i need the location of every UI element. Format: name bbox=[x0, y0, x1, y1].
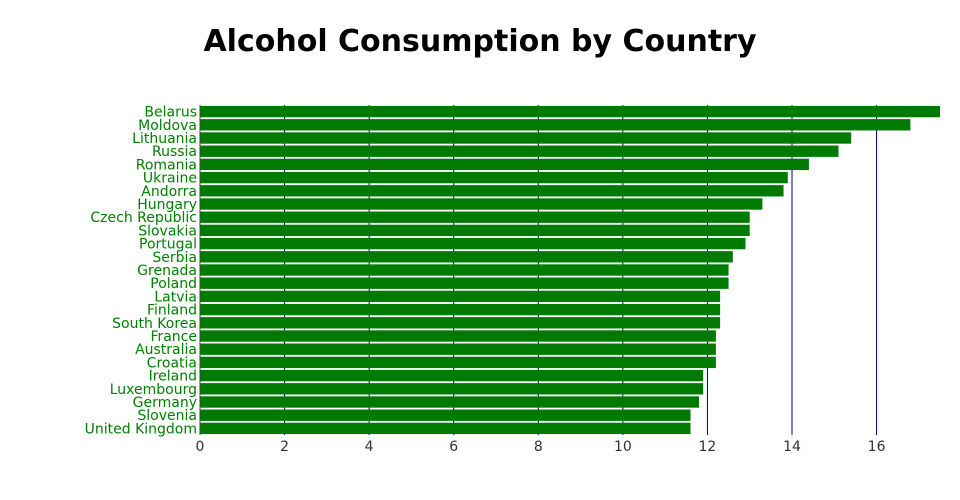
bar-serbia bbox=[200, 251, 733, 263]
category-label: United Kingdom bbox=[85, 421, 197, 437]
bar-australia bbox=[200, 343, 716, 355]
category-label: Czech Republic bbox=[90, 210, 197, 226]
bar-germany bbox=[200, 396, 699, 408]
category-label: Grenada bbox=[137, 263, 197, 279]
category-label: Belarus bbox=[144, 105, 197, 121]
bar-finland bbox=[200, 303, 721, 316]
x-tick-label: 14 bbox=[783, 439, 801, 455]
x-tick-label: 6 bbox=[449, 439, 458, 455]
x-tick-label: 0 bbox=[196, 439, 205, 455]
chart-title: Alcohol Consumption by Country bbox=[203, 24, 757, 59]
bar-moldova bbox=[200, 119, 911, 131]
bar-south-korea bbox=[200, 317, 721, 329]
category-label: France bbox=[150, 329, 197, 345]
bar-united-kingdom bbox=[200, 422, 691, 435]
category-label: Poland bbox=[150, 276, 197, 292]
bar-belarus bbox=[200, 105, 940, 118]
category-label: Luxembourg bbox=[110, 382, 197, 398]
category-label: South Korea bbox=[112, 316, 197, 332]
x-tick-label: 12 bbox=[699, 439, 717, 455]
bar-grenada bbox=[200, 264, 729, 276]
category-label: Russia bbox=[152, 144, 197, 160]
bar-croatia bbox=[200, 356, 716, 369]
category-label: Hungary bbox=[137, 197, 197, 213]
bar-romania bbox=[200, 158, 809, 171]
category-label: Slovenia bbox=[137, 408, 197, 424]
bar-france bbox=[200, 330, 716, 342]
category-label: Australia bbox=[135, 342, 197, 358]
category-labels: BelarusMoldovaLithuaniaRussiaRomaniaUkra… bbox=[85, 105, 197, 438]
category-label: Croatia bbox=[147, 355, 197, 371]
bar-slovakia bbox=[200, 224, 750, 237]
bar-ireland bbox=[200, 369, 704, 382]
bar-luxembourg bbox=[200, 383, 704, 395]
bar-andorra bbox=[200, 185, 784, 197]
x-tick-label: 16 bbox=[868, 439, 886, 455]
x-axis-ticks: 0 2 4 6 8 10 12 14 16 bbox=[196, 439, 886, 455]
x-tick-label: 2 bbox=[280, 439, 289, 455]
category-label: Finland bbox=[147, 303, 197, 319]
bar-poland bbox=[200, 277, 729, 289]
bar-czech-republic bbox=[200, 211, 750, 223]
x-tick-label: 10 bbox=[614, 439, 632, 455]
bars bbox=[200, 105, 940, 435]
category-label: Latvia bbox=[154, 289, 197, 305]
bar-latvia bbox=[200, 290, 721, 303]
bar-lithuania bbox=[200, 132, 852, 144]
bar-portugal bbox=[200, 237, 746, 250]
bar-russia bbox=[200, 145, 839, 157]
x-tick-label: 4 bbox=[365, 439, 374, 455]
category-label: Andorra bbox=[141, 184, 197, 200]
bar-ukraine bbox=[200, 171, 788, 184]
category-label: Ukraine bbox=[143, 171, 197, 187]
category-label: Ireland bbox=[149, 369, 197, 385]
bar-hungary bbox=[200, 198, 763, 210]
x-tick-label: 8 bbox=[534, 439, 543, 455]
category-label: Serbia bbox=[152, 250, 197, 266]
category-label: Portugal bbox=[139, 237, 197, 253]
category-label: Slovakia bbox=[138, 223, 197, 239]
category-label: Moldova bbox=[138, 118, 197, 134]
category-label: Germany bbox=[133, 395, 197, 411]
bar-slovenia bbox=[200, 409, 691, 421]
category-label: Romania bbox=[136, 157, 197, 173]
category-label: Lithuania bbox=[132, 131, 197, 147]
